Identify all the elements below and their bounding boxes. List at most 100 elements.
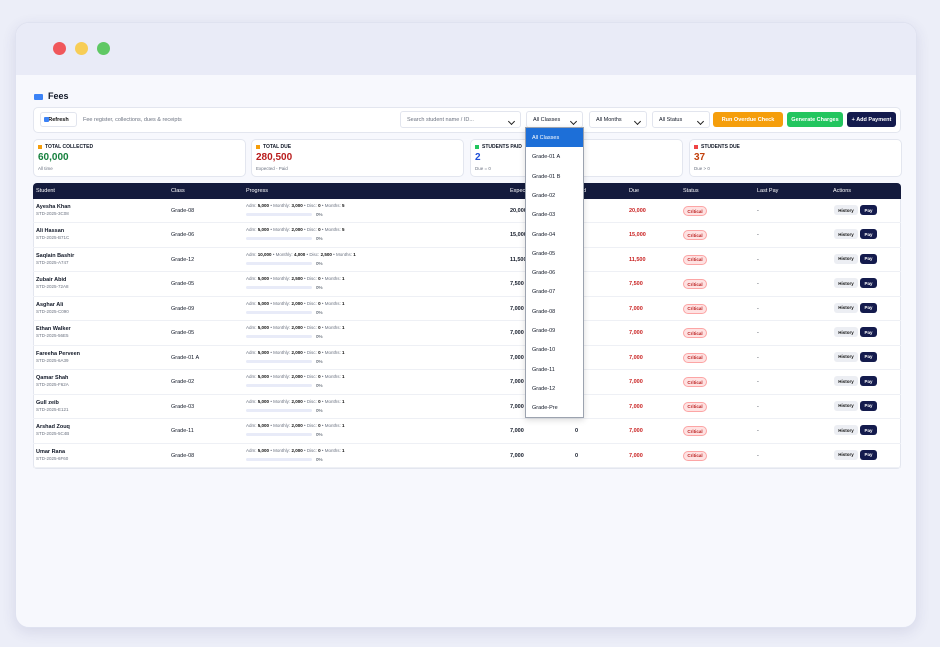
- expected: 7,000: [510, 403, 524, 410]
- overdue-button[interactable]: Run Overdue Check: [713, 112, 783, 127]
- search-input[interactable]: Search student name / ID...: [400, 111, 521, 128]
- progress-value: 5,000: [257, 349, 270, 355]
- dropdown-option[interactable]: Grade-Pre: [532, 405, 558, 412]
- dropdown-option[interactable]: Grade-09: [532, 328, 556, 334]
- minimize-dot[interactable]: [75, 42, 88, 55]
- add-payment-button[interactable]: + Add Payment: [847, 112, 896, 127]
- history-button[interactable]: History: [834, 376, 858, 387]
- separator: •: [303, 300, 306, 306]
- progress-label: Disc:: [306, 203, 317, 208]
- student-id: STD-2025-6A39: [36, 357, 69, 363]
- history-button[interactable]: History: [834, 449, 858, 460]
- pay-button[interactable]: Pay: [860, 351, 877, 362]
- history-button[interactable]: History: [834, 400, 858, 411]
- progress-bar: [246, 286, 312, 290]
- row-divider: [33, 393, 901, 395]
- student-id: STD-2025-6F60: [36, 455, 69, 461]
- history-button[interactable]: History: [834, 229, 858, 240]
- stat-icon: [256, 145, 260, 149]
- pay-button[interactable]: Pay: [860, 376, 877, 387]
- refresh-button[interactable]: Refresh: [40, 112, 77, 127]
- progress-value: 10,000: [257, 251, 272, 257]
- dropdown-option[interactable]: Grade-02: [532, 192, 556, 199]
- dropdown-option[interactable]: Grade-08: [532, 308, 556, 315]
- last-pay: -: [757, 354, 759, 361]
- status-filter[interactable]: All Status: [652, 111, 710, 128]
- history-button[interactable]: History: [834, 253, 858, 264]
- page-title: Fees: [48, 91, 69, 101]
- pay-button[interactable]: Pay: [860, 278, 877, 289]
- student-name: Saqlain Bashir: [36, 252, 75, 259]
- progress-label: Monthly:: [273, 227, 291, 233]
- student-id: STD-2025-E121: [36, 406, 69, 412]
- stat-icon: [694, 145, 698, 149]
- progress-label: Months:: [324, 374, 341, 380]
- month-filter[interactable]: All Months: [589, 111, 647, 128]
- progress-label: Adm:: [246, 349, 257, 355]
- pay-button[interactable]: Pay: [860, 253, 877, 264]
- progress-text: Adm: 5,000 • Monthly: 2,000 • Disc: 0 • …: [246, 227, 345, 232]
- dropdown-option[interactable]: Grade-10: [532, 347, 556, 354]
- progress-percent: 0%: [316, 358, 323, 364]
- progress-value: 2,000: [291, 374, 303, 380]
- class: Grade-09: [171, 305, 195, 312]
- history-button[interactable]: History: [834, 278, 858, 289]
- separator: •: [333, 251, 335, 257]
- progress-value: 0: [318, 423, 321, 429]
- progress-percent: 0%: [316, 236, 323, 242]
- stat-note: Due > 0: [694, 166, 710, 171]
- history-button[interactable]: History: [834, 351, 858, 362]
- expected: 7,000: [510, 354, 524, 361]
- pay-button[interactable]: Pay: [860, 229, 877, 240]
- dropdown-option[interactable]: Grade-03: [532, 212, 556, 219]
- dropdown-option[interactable]: Grade-05: [532, 250, 556, 257]
- dropdown-option[interactable]: Grade-11: [532, 366, 555, 373]
- dropdown-option[interactable]: Grade-01 A: [532, 154, 561, 161]
- dropdown-option[interactable]: Grade-04: [532, 231, 556, 238]
- close-dot[interactable]: [53, 42, 66, 55]
- pay-button[interactable]: Pay: [860, 425, 877, 436]
- dropdown-option[interactable]: Grade-01 B: [532, 173, 561, 180]
- last-pay: -: [757, 281, 759, 288]
- expected: 7,000: [510, 379, 524, 386]
- pay-button[interactable]: Pay: [860, 449, 877, 460]
- progress-bar: [246, 310, 312, 314]
- pay-button[interactable]: Pay: [860, 400, 877, 411]
- separator: •: [303, 227, 306, 233]
- row-divider: [33, 369, 901, 371]
- stat-card: [251, 139, 464, 177]
- progress-bar: [246, 213, 312, 216]
- progress-label: Monthly:: [273, 447, 291, 453]
- dropdown-option[interactable]: All Classes: [526, 128, 583, 147]
- maximize-dot[interactable]: [97, 42, 110, 55]
- status-pill: Critical: [683, 450, 707, 461]
- history-button[interactable]: History: [834, 425, 858, 436]
- generate-button[interactable]: Generate Charges: [787, 112, 843, 127]
- separator: •: [270, 325, 272, 331]
- progress-text: Adm: 5,000 • Monthly: 2,000 • Disc: 0 • …: [246, 350, 345, 355]
- progress-value: 5,000: [257, 227, 270, 233]
- progress-label: Months:: [324, 227, 341, 233]
- history-button[interactable]: History: [834, 327, 858, 338]
- separator: •: [270, 203, 272, 208]
- pay-button[interactable]: Pay: [860, 302, 877, 313]
- separator: •: [303, 398, 306, 404]
- separator: •: [303, 325, 306, 331]
- progress-label: Monthly:: [273, 349, 291, 355]
- history-button[interactable]: History: [834, 205, 858, 215]
- student-id: STD-2025-5C4B: [36, 431, 70, 437]
- history-button[interactable]: History: [834, 302, 858, 313]
- class-filter[interactable]: All Classes: [526, 111, 583, 128]
- progress-value: 0: [318, 300, 321, 306]
- progress-label: Months:: [324, 203, 341, 208]
- dropdown-option[interactable]: Grade-12: [532, 385, 556, 392]
- pay-button[interactable]: Pay: [860, 327, 877, 338]
- student-id: STD-2025-3C08: [36, 211, 69, 216]
- pay-button[interactable]: Pay: [860, 205, 877, 215]
- due: 20,000: [629, 208, 646, 214]
- dropdown-option[interactable]: Grade-06: [532, 270, 556, 277]
- progress-bar: [246, 335, 312, 339]
- progress-value: 1: [341, 423, 345, 429]
- dropdown-option[interactable]: Grade-07: [532, 289, 556, 296]
